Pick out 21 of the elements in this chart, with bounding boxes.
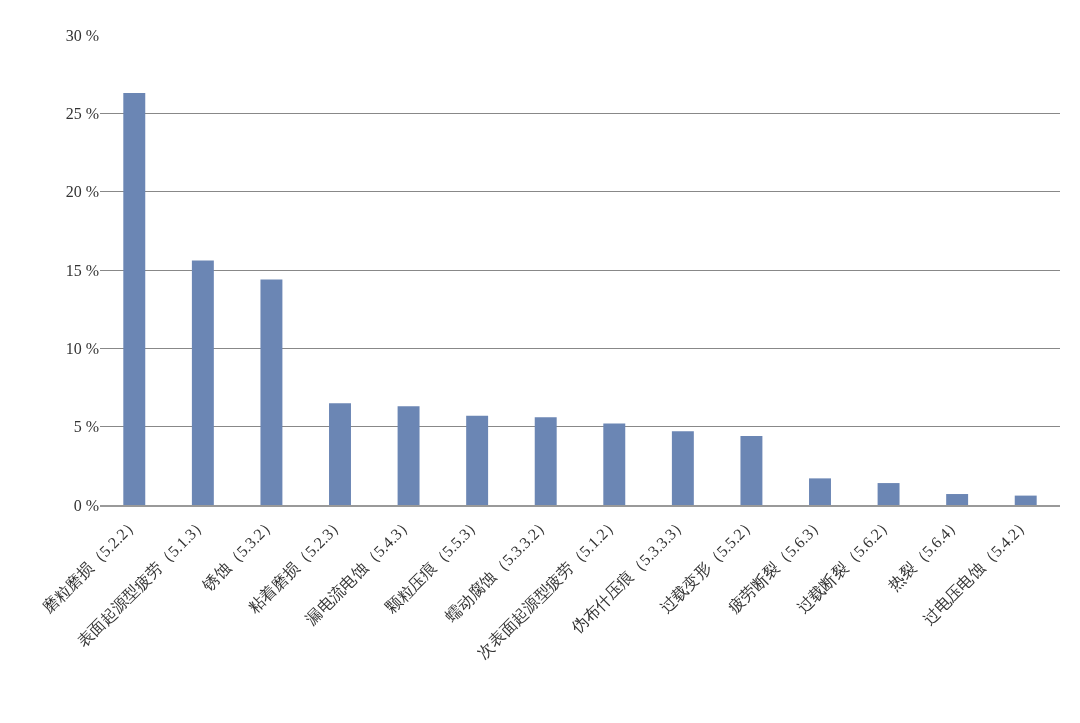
y-tick-label: 30 % [65,26,99,44]
bar [603,423,626,505]
bar [191,260,214,505]
bar [123,92,146,505]
y-tick-label: 10 % [65,339,99,357]
y-tick-label: 5 % [73,418,99,436]
bar [260,279,283,505]
bar [466,415,489,505]
bar [946,494,969,505]
bar [1014,495,1037,505]
y-tick-label: 0 % [73,496,99,514]
y-tick-label: 15 % [65,261,99,279]
bar [329,403,351,505]
y-tick-label: 25 % [65,104,99,122]
bar [809,478,831,505]
bar [397,406,420,505]
bar [671,431,694,505]
y-tick-label: 20 % [65,183,99,201]
bar [877,483,900,505]
bar [534,417,557,505]
bar [740,436,763,505]
